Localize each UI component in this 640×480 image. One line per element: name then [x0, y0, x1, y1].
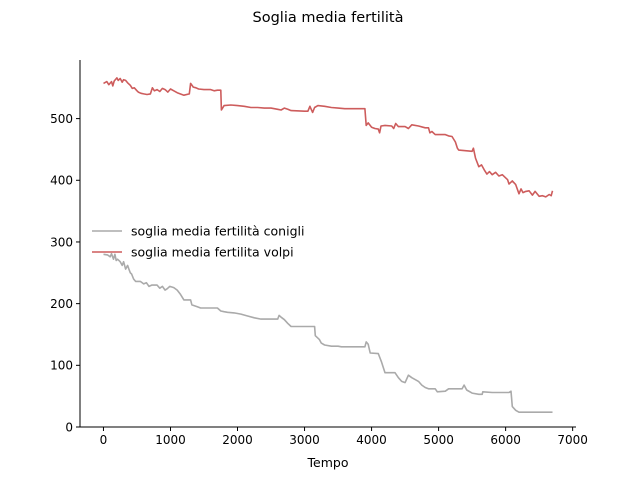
x-tick-label: 7000 — [557, 433, 588, 447]
y-tick-label: 0 — [65, 420, 73, 434]
legend-label-volpi: soglia media fertilita volpi — [131, 245, 294, 260]
legend-label-conigli: soglia media fertilità conigli — [131, 224, 304, 239]
series-line-0 — [103, 252, 553, 413]
x-axis-ticks: 0 1000 2000 3000 4000 5000 6000 7000 — [100, 427, 588, 447]
x-tick-label: 2000 — [222, 433, 253, 447]
y-axis-ticks: 0 100 200 300 400 500 — [50, 112, 80, 434]
series-line-1 — [103, 77, 554, 198]
chart-title: Soglia media fertilità — [253, 10, 404, 26]
x-tick-label: 3000 — [289, 433, 320, 447]
y-tick-label: 400 — [50, 174, 73, 188]
x-tick-label: 4000 — [356, 433, 387, 447]
legend: soglia media fertilità conigli soglia me… — [92, 224, 304, 260]
x-tick-label: 5000 — [423, 433, 454, 447]
plot-area: 0 1000 2000 3000 4000 5000 6000 7000 0 100 200 300… — [50, 60, 588, 447]
series-layer — [103, 77, 554, 413]
x-axis-label: Tempo — [307, 455, 349, 470]
y-tick-label: 300 — [50, 235, 73, 249]
x-tick-label: 0 — [100, 433, 108, 447]
y-tick-label: 500 — [50, 112, 73, 126]
x-tick-label: 6000 — [490, 433, 521, 447]
y-tick-label: 100 — [50, 359, 73, 373]
y-tick-label: 200 — [50, 297, 73, 311]
x-tick-label: 1000 — [155, 433, 186, 447]
